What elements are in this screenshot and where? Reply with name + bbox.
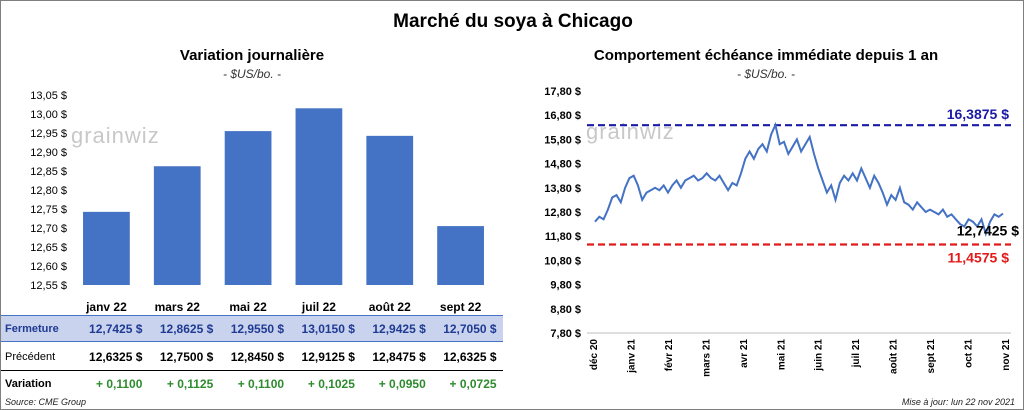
table-cell: 12,7425 $ (89, 322, 143, 336)
y-tick-label: 11,80 $ (545, 231, 581, 243)
row-label: Variation (5, 378, 52, 390)
table-cell: 12,8625 $ (159, 322, 214, 336)
row-label: Fermeture (5, 323, 59, 335)
x-tick-label: sept 21 (926, 339, 937, 374)
left-chart-title: Variation journalière (179, 47, 325, 64)
table-row-close: Fermeture 12,7425 $ 12,8625 $ 12,9550 $ 13,… (1, 315, 503, 342)
bar (437, 226, 484, 285)
y-tick-label: 12,55 $ (30, 280, 67, 292)
x-category-label: mai 22 (229, 300, 267, 314)
y-tick-label: 10,80 $ (544, 255, 581, 267)
x-tick-label: mars 21 (701, 339, 712, 377)
watermark-logo-left: grainwiz (71, 123, 160, 148)
table-cell: 12,9425 $ (372, 322, 426, 336)
x-tick-label: août 21 (889, 339, 900, 374)
table-cell: 12,6325 $ (89, 350, 143, 364)
table-row-variation: Variation + 0,1100 + 0,1125 + 0,1100 + 0,10… (1, 370, 503, 397)
x-tick-label: janv 21 (626, 339, 637, 374)
y-tick-label: 12,70 $ (30, 223, 67, 235)
table-cell: 12,7500 $ (159, 350, 214, 364)
table-cell: + 0,1100 (96, 377, 143, 391)
y-tick-label: 9,80 $ (550, 280, 581, 292)
y-tick-label: 12,90 $ (30, 147, 67, 159)
x-tick-label: avr 21 (739, 339, 750, 368)
x-tick-label: nov 21 (1001, 339, 1012, 371)
low-value-label: 11,4575 $ (947, 249, 1009, 265)
y-tick-label: 13,80 $ (544, 183, 581, 195)
y-tick-label: 12,85 $ (30, 166, 67, 178)
price-series-line (594, 121, 1004, 238)
x-category-label: août 22 (369, 300, 411, 314)
bar (295, 108, 343, 285)
y-tick-label: 13,05 $ (30, 90, 67, 102)
table-cell: 12,6325 $ (443, 350, 497, 364)
x-category-label: juil 22 (301, 300, 336, 314)
table-cell: + 0,0725 (449, 377, 497, 391)
x-category-label: mars 22 (155, 300, 201, 314)
x-tick-label: juil 21 (851, 339, 862, 369)
table-cell: 12,8450 $ (230, 350, 285, 364)
table-cell: 12,7050 $ (443, 322, 497, 336)
y-tick-label: 16,80 $ (544, 110, 581, 122)
y-tick-label: 12,60 $ (30, 261, 67, 273)
y-tick-label: 12,75 $ (30, 204, 67, 216)
watermark-logo-right: grainwiz (586, 119, 675, 144)
table-cell: 12,9550 $ (230, 322, 285, 336)
high-value-label: 16,3875 $ (947, 106, 1009, 122)
y-tick-label: 15,80 $ (544, 134, 581, 146)
y-tick-label: 7,80 $ (550, 328, 581, 340)
x-tick-label: mai 21 (776, 339, 787, 371)
y-tick-label: 12,80 $ (30, 185, 67, 197)
bar (83, 211, 130, 285)
y-tick-label: 12,95 $ (30, 128, 67, 140)
y-tick-label: 12,65 $ (30, 242, 67, 254)
y-tick-label: 8,80 $ (550, 304, 581, 316)
y-tick-label: 17,80 $ (544, 86, 581, 98)
bar (153, 166, 201, 285)
table-row-previous: Précédent 12,6325 $ 12,7500 $ 12,8450 $ 12,… (1, 344, 503, 371)
x-tick-label: févr 21 (664, 339, 675, 372)
y-tick-label: 13,00 $ (30, 109, 67, 121)
x-category-label: janv 22 (85, 300, 127, 314)
row-label: Précédent (5, 351, 56, 363)
source-note: Source: CME Group (5, 397, 87, 407)
table-cell: + 0,1125 (166, 377, 214, 391)
last-price-label: 12,7425 $ (957, 222, 1019, 238)
y-tick-label: 12,80 $ (544, 207, 581, 219)
table-cell: 12,9125 $ (301, 350, 355, 364)
right-chart-subtitle: - $US/bo. - (736, 67, 796, 81)
table-cell: + 0,1025 (307, 377, 355, 391)
bar-chart: 12,55 $ 12,60 $ 12,65 $ 12,70 $ 12,75 $ 12,80… (30, 90, 484, 314)
x-tick-label: juin 21 (814, 339, 825, 372)
page-title: Marché du soya à Chicago (393, 11, 633, 32)
table-cell: 13,0150 $ (301, 322, 355, 336)
update-note: Mise à jour: lun 22 nov 2021 (901, 397, 1015, 407)
right-chart-title: Comportement échéance immédiate depuis 1… (593, 47, 939, 64)
bar (224, 131, 272, 285)
x-tick-label: oct 21 (964, 339, 975, 368)
table-cell: + 0,0950 (378, 377, 426, 391)
left-chart-subtitle: - $US/bo. - (222, 67, 282, 81)
x-tick-label: déc 20 (589, 339, 600, 371)
y-tick-label: 14,80 $ (544, 159, 581, 171)
x-category-label: sept 22 (440, 300, 482, 314)
line-chart: 7,80 $ 8,80 $ 9,80 $ 10,80 $ 11,80 $ 12,80 $ 1… (544, 86, 1019, 377)
table-cell: 12,8475 $ (372, 350, 426, 364)
table-cell: + 0,1100 (237, 377, 285, 391)
bar (366, 135, 414, 285)
